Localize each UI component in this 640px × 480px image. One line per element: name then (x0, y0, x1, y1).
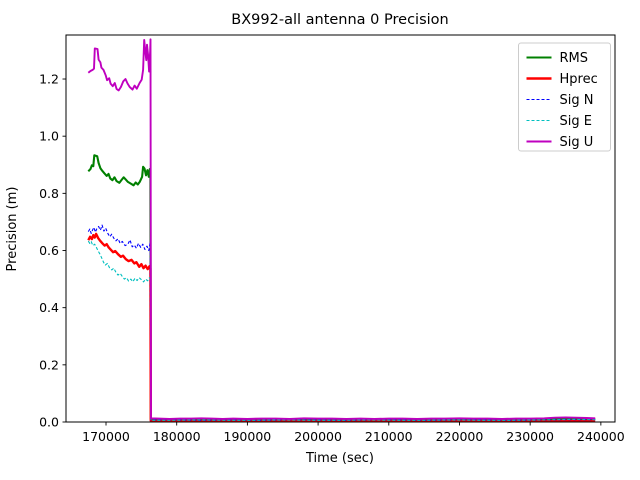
series-line-rms (87, 154, 596, 421)
x-tick-label: 180000 (153, 429, 201, 444)
y-tick-label: 0.2 (39, 357, 59, 372)
series-layer (87, 38, 596, 423)
legend-entry-sig-e: Sig E (526, 114, 592, 129)
legend-label-rms: RMS (560, 51, 589, 66)
legend-label-sig-e: Sig E (560, 114, 592, 129)
axes-layer: 170000 180000 190000 200000 210000 220000 2300… (39, 34, 625, 444)
x-tick-label: 190000 (224, 429, 272, 444)
legend-entry-sig-n: Sig N (526, 93, 594, 108)
legend-entry-hprec: Hprec (526, 72, 598, 87)
series-line-sig-u (87, 38, 596, 420)
legend-label-sig-u: Sig U (560, 135, 594, 150)
y-tick-label: 0.8 (39, 186, 59, 201)
x-tick-label: 170000 (82, 429, 130, 444)
y-tick-label: 1.2 (39, 72, 59, 87)
series-line-hprec (87, 232, 596, 423)
y-tick-label: 0.4 (39, 300, 59, 315)
x-axis-label: Time (sec) (305, 451, 374, 466)
legend-entry-sig-u: Sig U (526, 135, 594, 150)
x-tick-label: 230000 (506, 429, 554, 444)
y-tick-label: 0.0 (39, 415, 59, 430)
legend-entry-rms: RMS (526, 51, 589, 66)
y-tick-label: 1.0 (39, 129, 59, 144)
x-tick-label: 210000 (365, 429, 413, 444)
legend-label-sig-n: Sig N (560, 93, 594, 108)
x-tick-label: 220000 (436, 429, 484, 444)
series-line-sig-n (87, 224, 596, 421)
legend: RMS Hprec Sig N Sig E Sig U (518, 42, 611, 152)
y-axis-label: Precision (m) (5, 187, 20, 272)
series-line-sig-e (87, 240, 596, 421)
plot-border (65, 34, 616, 423)
legend-box (518, 42, 611, 152)
chart-title: BX992-all antenna 0 Precision (231, 12, 448, 28)
legend-label-hprec: Hprec (560, 72, 598, 87)
x-tick-label: 200000 (294, 429, 342, 444)
x-tick-label: 240000 (577, 429, 625, 444)
y-tick-label: 0.6 (39, 243, 59, 258)
